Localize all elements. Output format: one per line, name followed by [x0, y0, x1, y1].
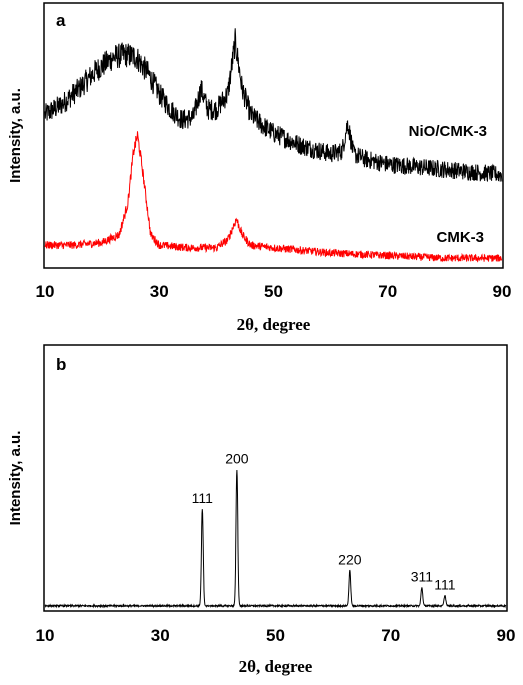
panel-label: b [56, 355, 66, 374]
x-tick-label: 10 [36, 282, 55, 301]
y-axis-label: Intensity, a.u. [7, 431, 24, 526]
x-tick-label: 10 [36, 626, 55, 645]
peak-label: 311 [411, 569, 434, 585]
x-tick-label: 50 [264, 282, 283, 301]
chart-panel-b [43, 344, 508, 612]
series-label: CMK-3 [437, 229, 485, 246]
x-tick-label: 70 [381, 626, 400, 645]
series-line [44, 469, 507, 609]
x-tick-label: 30 [151, 626, 170, 645]
x-tick-label: 90 [493, 282, 512, 301]
series-line [44, 131, 503, 263]
y-axis-label: Intensity, a.u. [7, 88, 24, 183]
x-tick-label: 50 [266, 626, 285, 645]
peak-label: 220 [338, 551, 362, 567]
x-tick-label: 30 [150, 282, 169, 301]
plot-frame [43, 2, 504, 269]
chart-panel-a [43, 2, 504, 269]
series-line [44, 28, 503, 182]
series-label: NiO/CMK-3 [409, 123, 487, 140]
peak-label: 111 [434, 576, 455, 592]
plot-frame [43, 344, 508, 612]
x-axis-label: 2θ, degree [237, 315, 311, 334]
x-tick-label: 70 [378, 282, 397, 301]
panel-label: a [56, 11, 66, 30]
x-tick-label: 90 [497, 626, 516, 645]
peak-label: 111 [192, 490, 213, 506]
x-axis-label: 2θ, degree [239, 657, 313, 676]
peak-label: 200 [225, 451, 249, 467]
